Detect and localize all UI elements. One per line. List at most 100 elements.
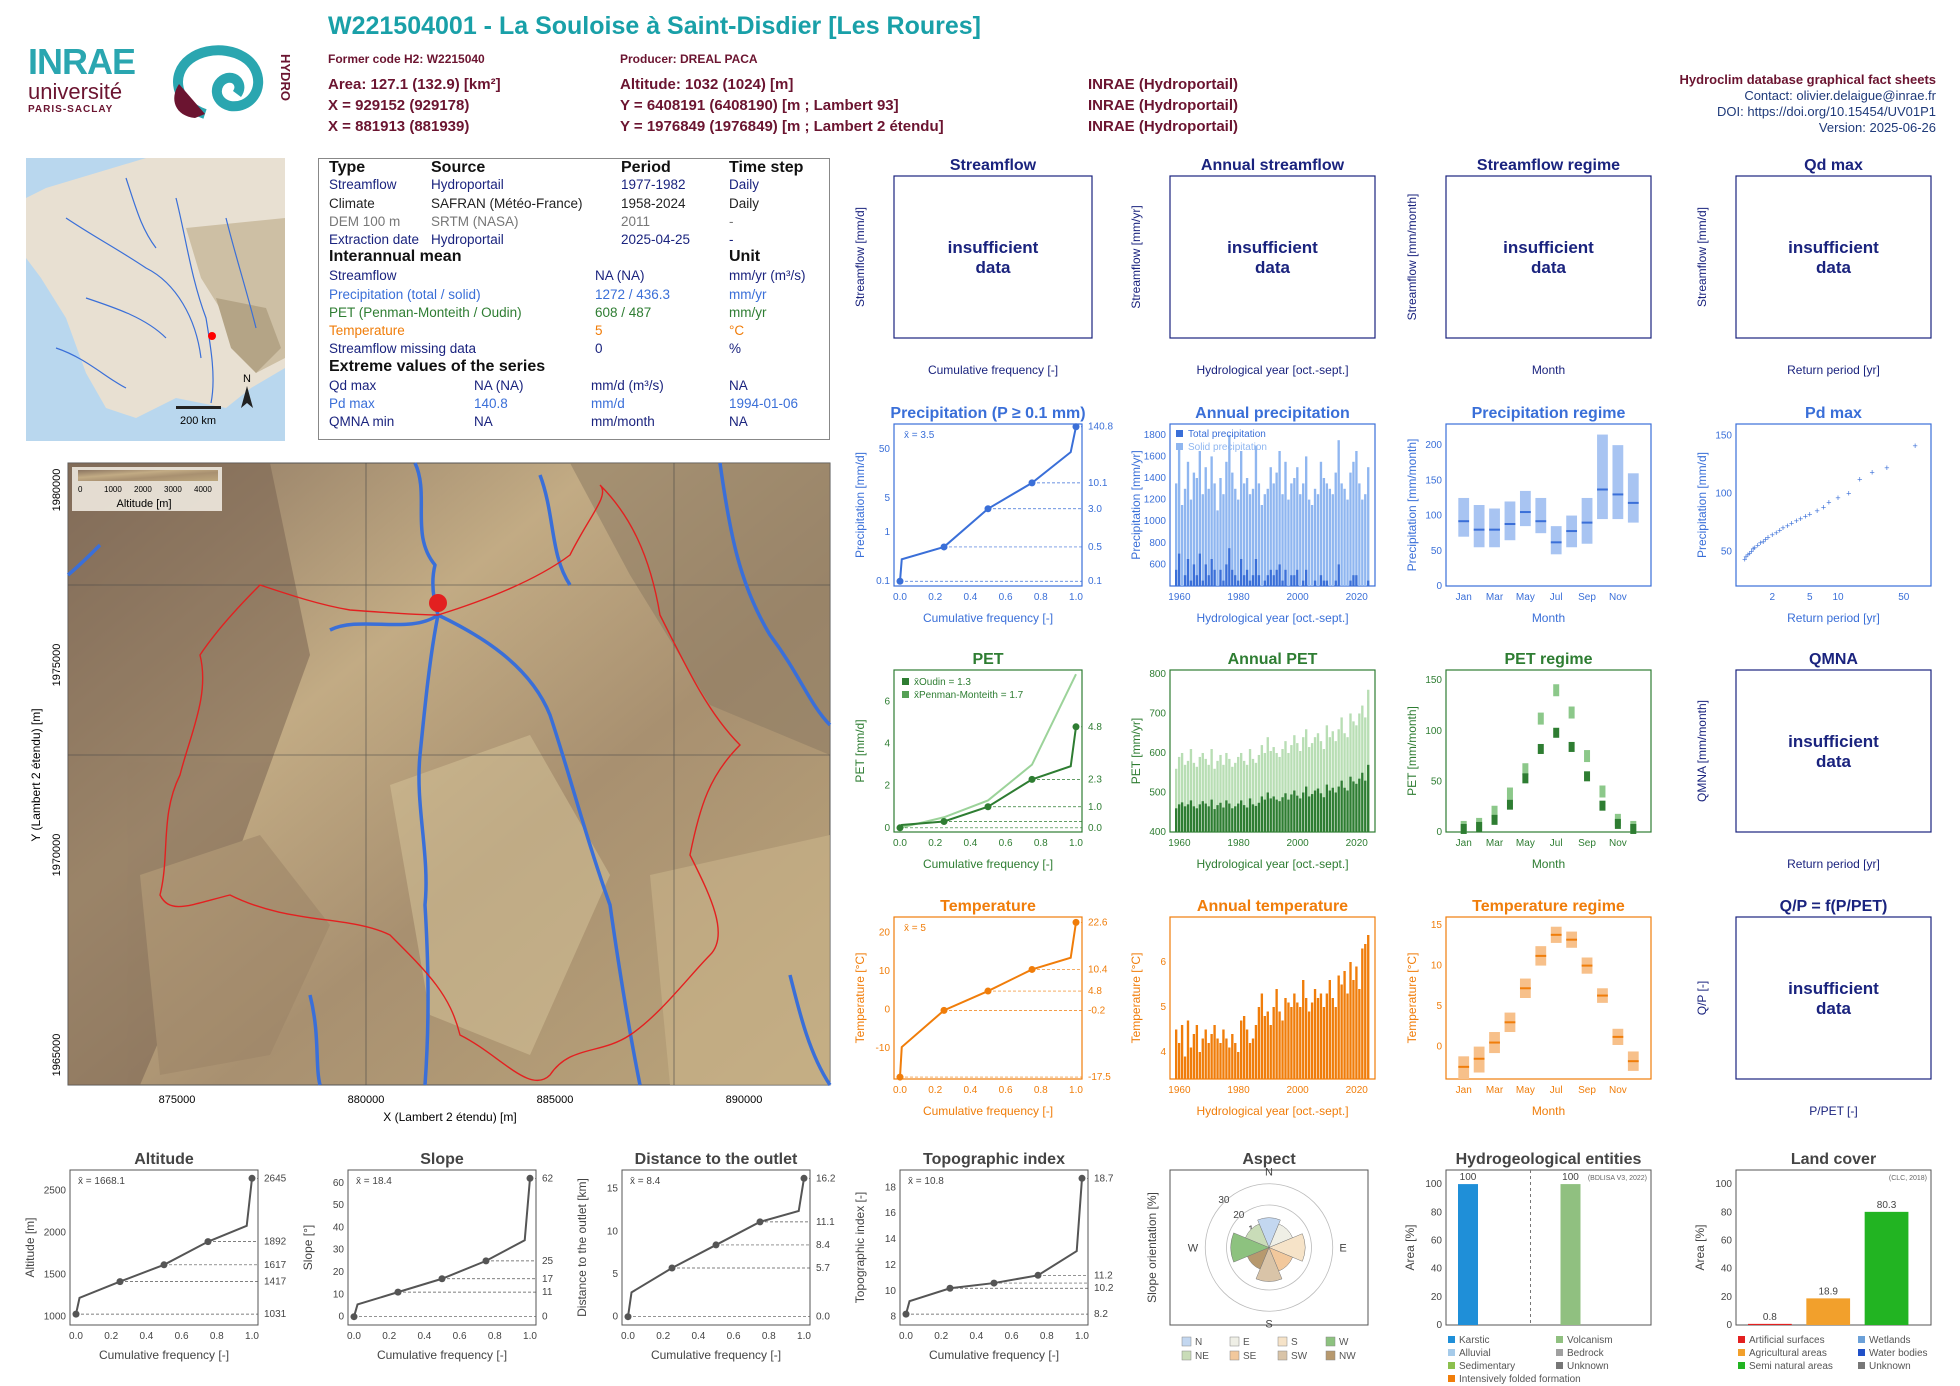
row-timestep: -	[729, 232, 734, 247]
annual-temp-bar	[1245, 1029, 1249, 1079]
annual-pet-bar2	[1337, 786, 1340, 832]
catchment-boundary	[159, 484, 741, 1082]
pd-max-ytick: 100	[1715, 488, 1732, 499]
annual-pet-bar	[1192, 762, 1196, 832]
mean-unit: %	[729, 341, 742, 356]
land-cover-legend-key	[1738, 1362, 1745, 1369]
slope-cdf-ytick: 40	[333, 1222, 345, 1233]
aspect-dir: S	[1265, 1319, 1272, 1331]
annual-temp-bar	[1207, 1043, 1210, 1079]
annual-precip-bar	[1195, 478, 1199, 586]
distance-cdf-point	[624, 1313, 632, 1321]
temp-cdf-xtick: 0.0	[893, 1085, 907, 1096]
source-3: INRAE (Hydroportail)	[1088, 118, 1238, 135]
former-code: Former code H2: W2215040	[328, 52, 485, 66]
annual-precip-bar2	[1198, 553, 1201, 586]
topo-index-cdf-rtick: 11.2	[1094, 1270, 1113, 1281]
x-lambert93: X = 929152 (929178)	[328, 97, 470, 114]
producer: Producer: DREAL PACA	[620, 52, 758, 66]
qd-max-note: insufficient data	[1788, 238, 1879, 277]
annual-precip-bar	[1175, 483, 1178, 586]
annual-temp-bar	[1325, 993, 1329, 1079]
station-marker	[208, 332, 216, 340]
annual-temp-bar	[1367, 935, 1370, 1079]
col-unit: Unit	[729, 248, 761, 265]
annual-pet-bar2	[1346, 790, 1349, 832]
annual-temp-ytick: 4	[1160, 1047, 1166, 1058]
annual-precip-bar2	[1237, 580, 1240, 586]
annual-temp-xtick: 2000	[1286, 1085, 1309, 1096]
row-period: 1958-2024	[621, 196, 686, 211]
annual-precip-bar2	[1222, 580, 1225, 586]
annual-precip-bar	[1177, 445, 1181, 586]
pet-cdf-point	[1028, 775, 1036, 783]
precip-cdf-point	[1072, 423, 1080, 431]
land-cover-ylabel: Area [%]	[1693, 1224, 1707, 1270]
land-cover-legend-key	[1858, 1336, 1865, 1343]
row-timestep: -	[729, 214, 734, 229]
hydrogeo-bar-label: 100	[1562, 1172, 1579, 1183]
topo-index-cdf-mean: x̄ = 10.8	[908, 1176, 944, 1187]
annual-pet-bar	[1195, 766, 1199, 832]
annual-pet-bar	[1287, 752, 1290, 832]
annual-pet-bar	[1213, 768, 1216, 832]
row-timestep: Daily	[729, 177, 760, 192]
row-period: 1977-1982	[621, 177, 686, 192]
ext-value: 140.8	[474, 396, 508, 411]
pet-regime-box2	[1599, 800, 1606, 811]
streamflow-regime-note: insufficient data	[1503, 238, 1594, 277]
distance-cdf-frame	[621, 1169, 811, 1326]
annual-temp-bar	[1219, 1043, 1222, 1079]
annual-precip-bar	[1216, 510, 1219, 586]
section-mean: Interannual mean	[329, 248, 462, 265]
pet-cdf-point	[984, 803, 992, 811]
source-1: INRAE (Hydroportail)	[1088, 76, 1238, 93]
mean-value: NA (NA)	[595, 268, 645, 283]
altitude-cdf-rtick: 2645	[264, 1173, 287, 1184]
col-timestep: Time step	[729, 159, 804, 176]
distance-cdf-xlabel: Cumulative frequency [-]	[651, 1348, 781, 1362]
pd-max-point: +	[1777, 525, 1782, 535]
temp-cdf-ytick: 20	[879, 927, 891, 938]
qmna-frame	[1735, 669, 1932, 833]
land-cover-legend: Unknown	[1869, 1361, 1911, 1372]
pet-cdf-rtick: 0.0	[1088, 823, 1102, 834]
land-cover-ytick: 40	[1721, 1264, 1733, 1275]
annual-pet-bar	[1337, 729, 1340, 832]
temp-cdf-curve	[899, 922, 1077, 1078]
temp-cdf-rtick: 22.6	[1088, 917, 1108, 928]
annual-temp-bar	[1340, 984, 1343, 1079]
x-lambert2: X = 881913 (881939)	[328, 118, 470, 135]
pet-cdf-xtick: 1.0	[1069, 838, 1083, 849]
pd-max-point: +	[1752, 543, 1757, 553]
aspect-legend: NW	[1339, 1351, 1356, 1362]
altitude-cdf-point	[248, 1174, 256, 1182]
temp-regime-xtick: Jul	[1550, 1085, 1563, 1096]
annual-pet-bar2	[1231, 808, 1234, 832]
annual-temp-bar	[1175, 1029, 1178, 1079]
aspect-dir: W	[1188, 1243, 1199, 1255]
slope-cdf-point	[482, 1257, 490, 1265]
precip-cdf-xtick: 1.0	[1069, 592, 1083, 603]
temp-cdf-point	[896, 1073, 904, 1081]
annual-precip-bar2	[1175, 569, 1178, 586]
distance-cdf-ytick: 5	[612, 1269, 618, 1280]
annual-pet-bar	[1234, 762, 1237, 832]
annual-pet-bar2	[1358, 778, 1361, 832]
annual-pet-bar	[1310, 743, 1314, 832]
land-cover-legend: Semi natural areas	[1749, 1361, 1833, 1372]
temp-regime-frame	[1445, 916, 1652, 1080]
topo-index-cdf-ytick: 10	[885, 1286, 897, 1297]
note-line: insufficient	[1788, 238, 1879, 257]
precip-cdf-ytick: 50	[879, 444, 891, 455]
qd-max-xlabel: Return period [yr]	[1787, 363, 1880, 377]
pet-regime-box2	[1476, 821, 1483, 832]
topo-index-cdf-xtick: 0.6	[1005, 1331, 1019, 1342]
temp-cdf-rtick: 10.4	[1088, 964, 1108, 975]
row-type: DEM 100 m	[329, 214, 401, 229]
doi-link[interactable]: DOI: https://doi.org/10.15454/UV01P1	[1717, 104, 1936, 119]
aspect-legend: E	[1243, 1337, 1250, 1348]
qmna-note: insufficient data	[1788, 732, 1879, 771]
mean-label: PET (Penman-Monteith / Oudin)	[329, 305, 522, 320]
ext-date: NA	[729, 378, 748, 393]
